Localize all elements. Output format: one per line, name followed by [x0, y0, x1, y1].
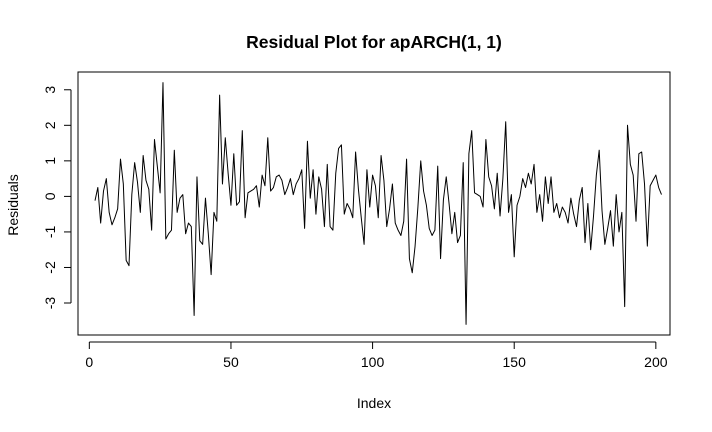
x-tick-label: 100 [361, 354, 385, 370]
chart-title: Residual Plot for apARCH(1, 1) [246, 32, 502, 52]
y-axis: -3 -2 -1 0 1 2 3 [42, 86, 72, 310]
x-axis: 0 50 100 150 200 [85, 341, 668, 370]
plot-area-border [77, 71, 671, 336]
y-tick-label: 1 [42, 157, 58, 165]
x-tick-label: 200 [644, 354, 668, 370]
y-tick-label: 3 [42, 86, 58, 94]
x-tick-label: 50 [223, 354, 239, 370]
x-tick-label: 150 [503, 354, 527, 370]
y-tick-label: 2 [42, 121, 58, 129]
y-tick-label: 0 [42, 192, 58, 200]
residual-series-line [94, 82, 662, 325]
series-group [94, 82, 662, 325]
y-tick-label: -2 [42, 261, 58, 274]
y-tick-label: -3 [42, 297, 58, 310]
x-axis-label: Index [357, 395, 391, 411]
x-tick-label: 0 [85, 354, 93, 370]
y-tick-label: -1 [42, 225, 58, 238]
y-axis-label: Residuals [5, 174, 21, 235]
